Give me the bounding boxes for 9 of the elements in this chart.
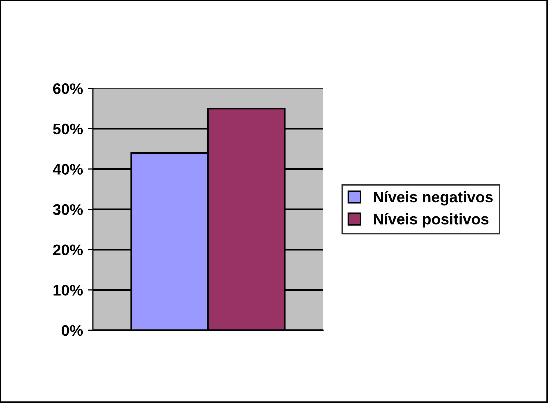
y-tick-label: 60%	[53, 84, 84, 94]
y-tick-label: 40%	[53, 164, 84, 175]
y-tick-label: 0%	[62, 325, 84, 336]
legend-label: Níveis negativos	[374, 191, 493, 206]
y-tick-label: 30%	[53, 204, 84, 216]
y-tick-label: 50%	[53, 124, 84, 135]
legend-label: Níveis positivos	[374, 213, 489, 228]
y-tick-label: 20%	[53, 244, 84, 256]
y-tick-label: 10%	[54, 285, 84, 296]
